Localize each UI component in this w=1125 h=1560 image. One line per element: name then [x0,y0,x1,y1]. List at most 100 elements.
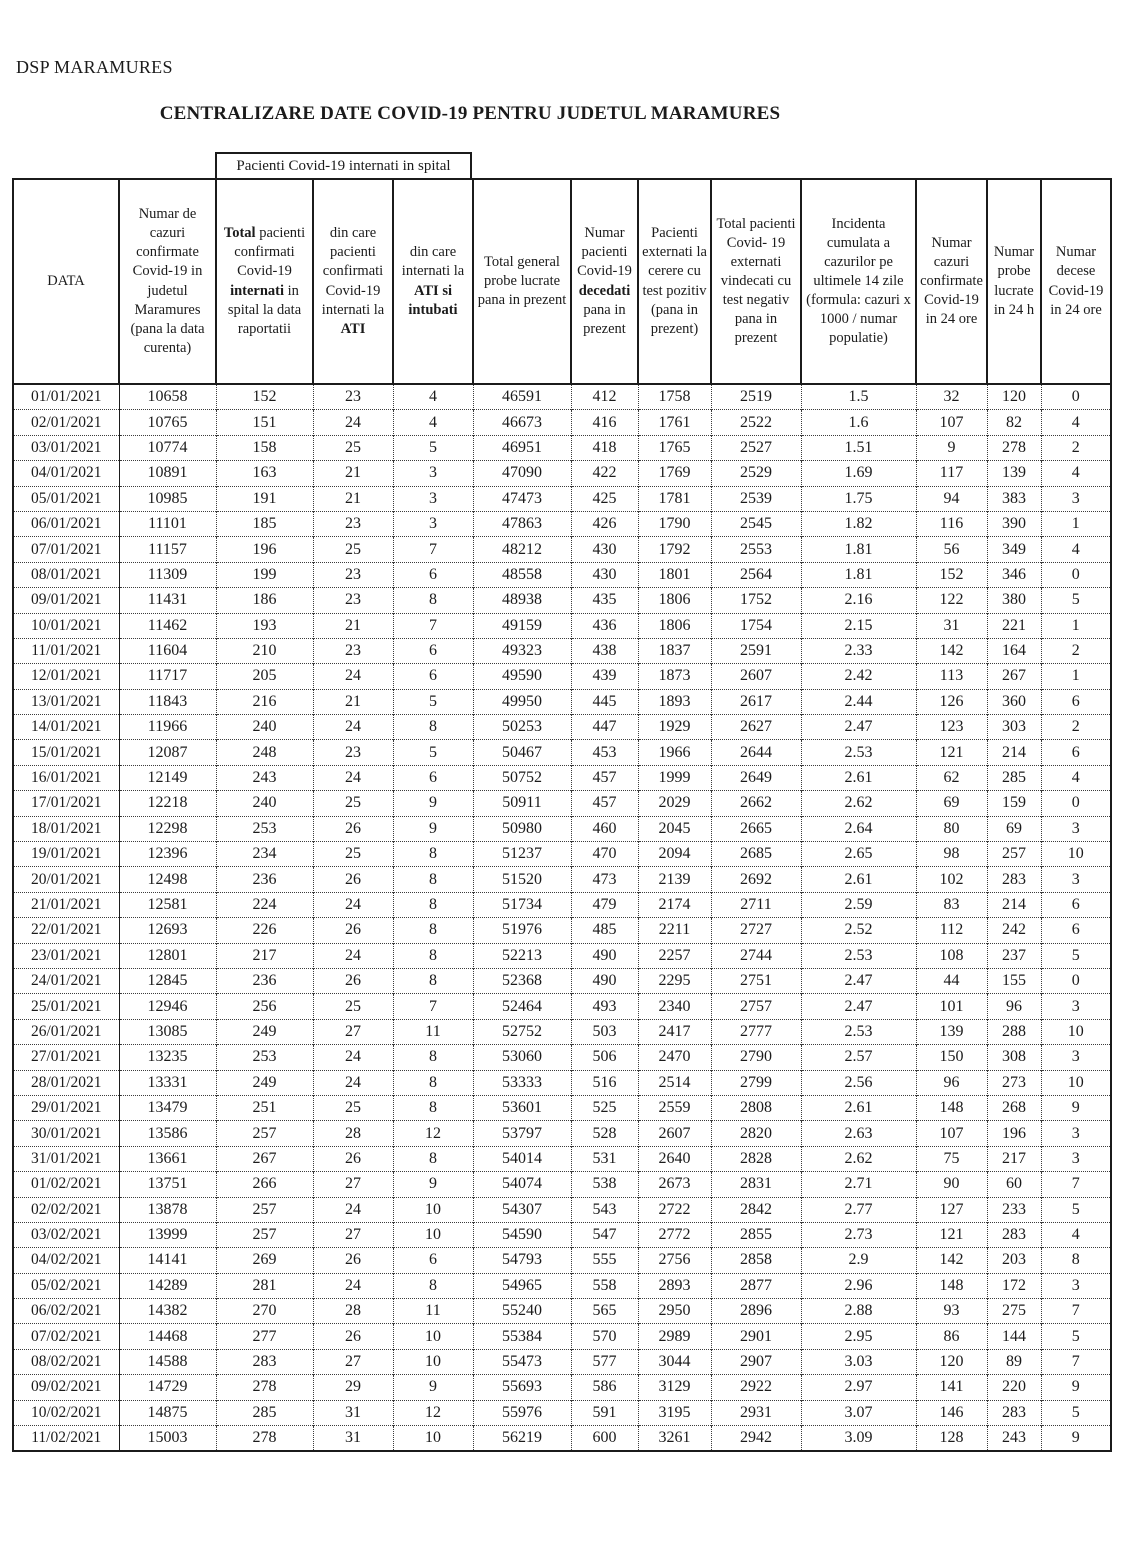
cell-cazuri-24h: 101 [915,993,987,1020]
cell-externati-cerere: 2673 [637,1171,711,1197]
cell-probe-24h: 214 [986,891,1041,918]
cell-decese-24h: 9 [1040,1374,1111,1401]
cell-internati-ati: 23 [312,637,393,664]
cell-data: 11/02/2021 [13,1425,119,1452]
cell-externati-vindecati: 2662 [710,790,801,817]
column-header-ati-intubati: din care internati la ATI si intubati [392,178,474,385]
table-row: 05/02/2021 14289 281 24 8 54965 558 2893 2877 2.9… [13,1272,1111,1299]
cell-data: 01/01/2021 [13,383,119,410]
cell-externati-vindecati: 2751 [710,967,801,994]
cell-probe-total: 55473 [472,1348,571,1375]
cell-incidenta-14-zile: 1.75 [800,485,916,512]
cell-externati-vindecati: 2644 [710,739,801,766]
table-row: 09/02/2021 14729 278 29 9 55693 586 3129 2922 2.9… [13,1374,1111,1401]
column-header-internati-ati: din care pacienti confirmati Covid-19 in… [312,178,394,385]
cell-internati-total: 283 [215,1348,313,1375]
cell-internati-total: 224 [215,891,313,918]
column-header-probe-total: Total general probe lucrate pana in prez… [472,178,572,385]
table-row: 10/02/2021 14875 285 31 12 55976 591 3195 2931 3.… [13,1399,1111,1426]
cell-cazuri-confirmate-total: 12693 [118,917,216,944]
table-group-header: Pacienti Covid-19 internati in spital [215,152,472,178]
cell-data: 06/02/2021 [13,1298,119,1324]
cell-probe-total: 49323 [472,637,571,664]
cell-data: 21/01/2021 [13,891,119,918]
cell-decese-24h: 4 [1040,409,1111,436]
table-row: 25/01/2021 12946 256 25 7 52464 493 2340 2757 2.4… [13,993,1111,1020]
cell-ati-intubati: 10 [392,1348,473,1375]
cell-decedati-total: 490 [570,942,638,969]
cell-externati-cerere: 3195 [637,1399,711,1426]
cell-externati-vindecati: 1754 [710,612,801,639]
cell-data: 08/01/2021 [13,561,119,588]
cell-incidenta-14-zile: 2.64 [800,815,916,842]
cell-internati-total: 257 [215,1120,313,1147]
cell-decese-24h: 4 [1040,1221,1111,1248]
table-header-row: DATA Numar de cazuri confirmate Covid-19 … [12,178,1112,385]
cell-probe-total: 55240 [472,1298,571,1324]
cell-cazuri-confirmate-total: 11431 [118,587,216,614]
cell-ati-intubati: 12 [392,1399,473,1426]
cell-incidenta-14-zile: 1.81 [800,536,916,563]
table-row: 15/01/2021 12087 248 23 5 50467 453 1966 2644 2.5… [13,739,1111,766]
column-header-decedati-total: Numar pacienti Covid-19 decedati pana in… [570,178,639,385]
cell-decese-24h: 5 [1040,1196,1111,1223]
cell-internati-total: 267 [215,1145,313,1172]
cell-decedati-total: 565 [570,1298,638,1324]
cell-decedati-total: 457 [570,790,638,817]
cell-internati-ati: 23 [312,383,393,410]
cell-internati-total: 270 [215,1298,313,1324]
cell-probe-24h: 159 [986,790,1041,817]
cell-externati-vindecati: 2711 [710,891,801,918]
column-header-probe-24h: Numar probe lucrate in 24 h [986,178,1042,385]
cell-incidenta-14-zile: 2.96 [800,1272,916,1299]
cell-internati-ati: 24 [312,714,393,740]
cell-externati-vindecati: 2692 [710,866,801,893]
cell-cazuri-confirmate-total: 10985 [118,485,216,512]
cell-ati-intubati: 9 [392,1171,473,1197]
cell-cazuri-confirmate-total: 13331 [118,1069,216,1096]
cell-probe-total: 55384 [472,1323,571,1350]
cell-internati-ati: 26 [312,1145,393,1172]
cell-probe-24h: 60 [986,1171,1041,1197]
cell-probe-total: 48558 [472,561,571,588]
cell-externati-cerere: 1758 [637,383,711,410]
cell-probe-total: 50980 [472,815,571,842]
cell-probe-total: 46591 [472,383,571,410]
cell-internati-ati: 25 [312,1094,393,1121]
cell-incidenta-14-zile: 2.73 [800,1221,916,1248]
cell-externati-vindecati: 2522 [710,409,801,436]
cell-probe-24h: 308 [986,1044,1041,1071]
cell-externati-cerere: 3044 [637,1348,711,1375]
cell-externati-vindecati: 2842 [710,1196,801,1223]
cell-probe-24h: 139 [986,460,1041,487]
cell-probe-total: 54307 [472,1196,571,1223]
cell-externati-cerere: 2211 [637,917,711,944]
cell-ati-intubati: 9 [392,1374,473,1401]
cell-externati-vindecati: 2649 [710,764,801,791]
cell-internati-ati: 27 [312,1348,393,1375]
cell-incidenta-14-zile: 2.9 [800,1247,916,1274]
cell-internati-total: 249 [215,1018,313,1045]
table-container: DATA Numar de cazuri confirmate Covid-19 … [12,178,1112,1453]
cell-incidenta-14-zile: 2.16 [800,587,916,614]
table-row: 10/01/2021 11462 193 21 7 49159 436 1806 1754 2.1… [13,612,1111,639]
cell-externati-cerere: 1781 [637,485,711,512]
cell-externati-vindecati: 2877 [710,1272,801,1299]
cell-internati-total: 226 [215,917,313,944]
cell-data: 07/01/2021 [13,536,119,563]
cell-internati-ati: 24 [312,891,393,918]
cell-internati-ati: 26 [312,1247,393,1274]
cell-probe-total: 53060 [472,1044,571,1071]
cell-decese-24h: 10 [1040,1018,1111,1045]
table-row: 30/01/2021 13586 257 28 12 53797 528 2607 2820 2.… [13,1120,1111,1147]
cell-decese-24h: 0 [1040,383,1111,410]
cell-cazuri-24h: 107 [915,1120,987,1147]
cell-data: 23/01/2021 [13,942,119,969]
cell-cazuri-confirmate-total: 14875 [118,1399,216,1426]
cell-incidenta-14-zile: 3.07 [800,1399,916,1426]
table-row: 09/01/2021 11431 186 23 8 48938 435 1806 1752 2.1… [13,587,1111,614]
cell-decedati-total: 525 [570,1094,638,1121]
cell-probe-total: 52464 [472,993,571,1020]
cell-decese-24h: 9 [1040,1425,1111,1452]
cell-ati-intubati: 8 [392,942,473,969]
